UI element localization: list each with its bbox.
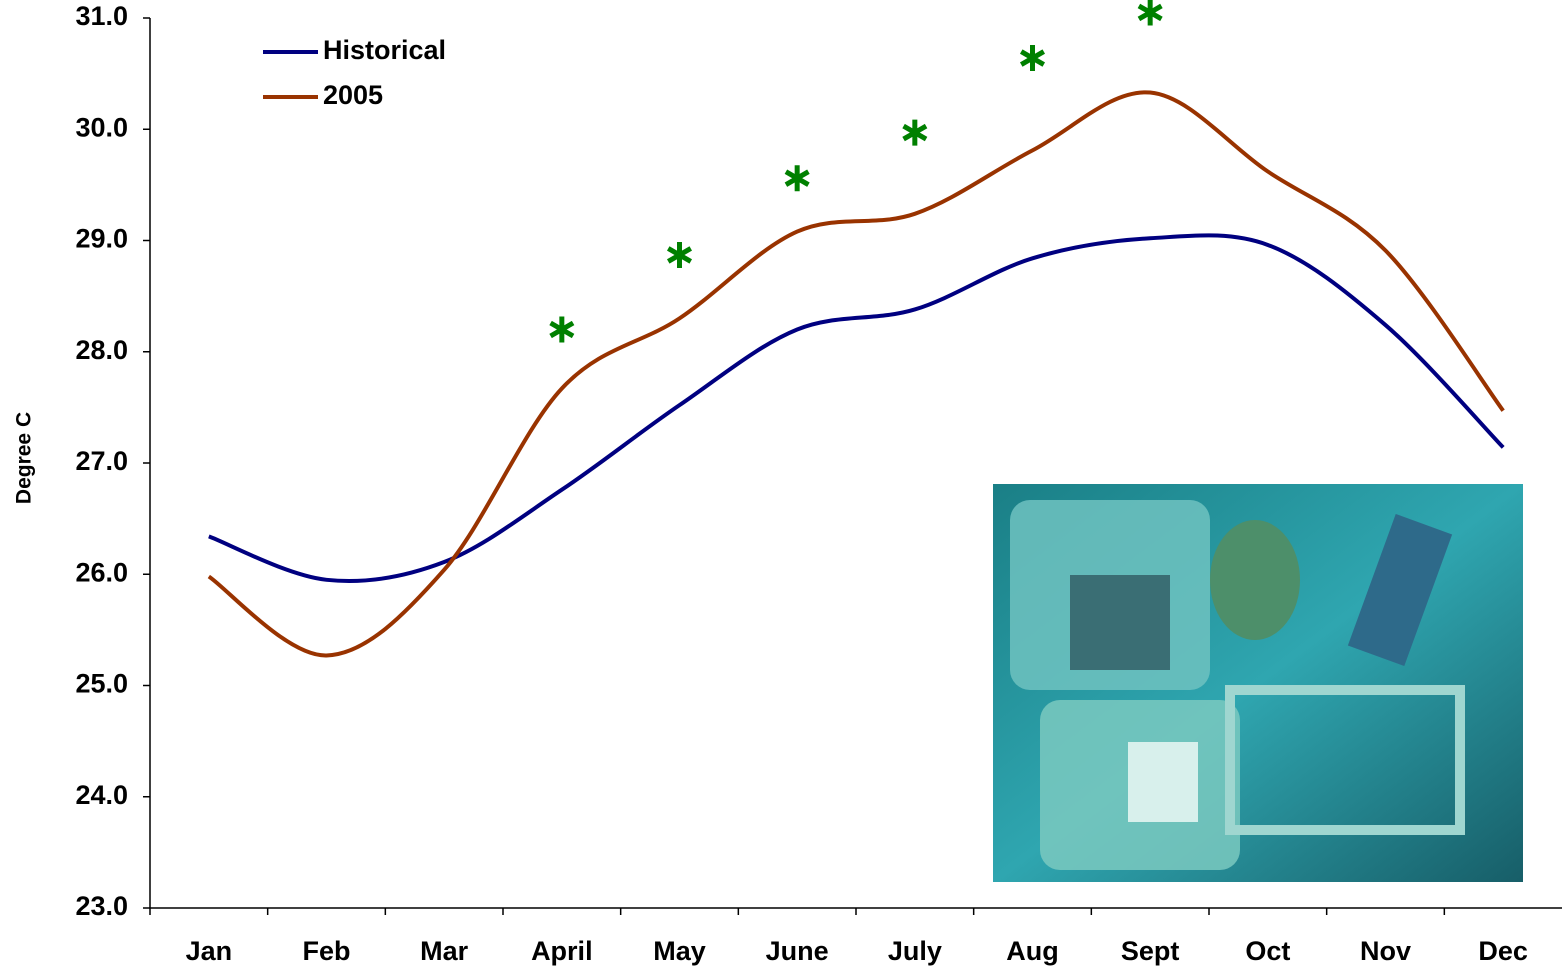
line	[207, 90, 1505, 658]
x-tick-label: May	[653, 936, 706, 966]
asterisk-marker	[666, 241, 693, 268]
x-tick-label: Dec	[1478, 936, 1528, 966]
asterisk-marker	[1137, 0, 1163, 26]
y-tick-label: 31.0	[75, 1, 128, 31]
y-tick-label: 25.0	[75, 669, 128, 699]
y-tick-label: 29.0	[75, 224, 128, 254]
photo	[993, 484, 1523, 882]
asterisk-marker	[1019, 45, 1046, 72]
y-tick-label: 27.0	[75, 446, 128, 476]
x-tick-label: Aug	[1006, 936, 1058, 966]
x-tick-label: Oct	[1245, 936, 1290, 966]
asterisk-marker	[902, 119, 928, 146]
asterisk-marker	[549, 316, 575, 343]
y-tick-label: 23.0	[75, 891, 128, 921]
x-tick-label: April	[531, 936, 593, 966]
y-tick-label: 24.0	[75, 780, 128, 810]
y-axis-label: Degree C	[13, 412, 36, 504]
y-tick-label: 28.0	[75, 335, 128, 365]
x-tick-label: Mar	[420, 936, 469, 966]
line	[208, 233, 1505, 584]
x-tick-label: Feb	[302, 936, 350, 966]
x-tick-label: Sept	[1121, 936, 1180, 966]
legend-label: 2005	[323, 80, 383, 110]
y-tick-label: 30.0	[75, 112, 128, 142]
x-tick-label: July	[888, 936, 942, 966]
x-tick-label: Jan	[186, 936, 233, 966]
y-tick-label: 26.0	[75, 557, 128, 587]
asterisk-marker	[784, 165, 810, 192]
x-tick-label: Nov	[1360, 936, 1411, 966]
x-tick-label: June	[766, 936, 829, 966]
legend-label: Historical	[323, 35, 446, 65]
